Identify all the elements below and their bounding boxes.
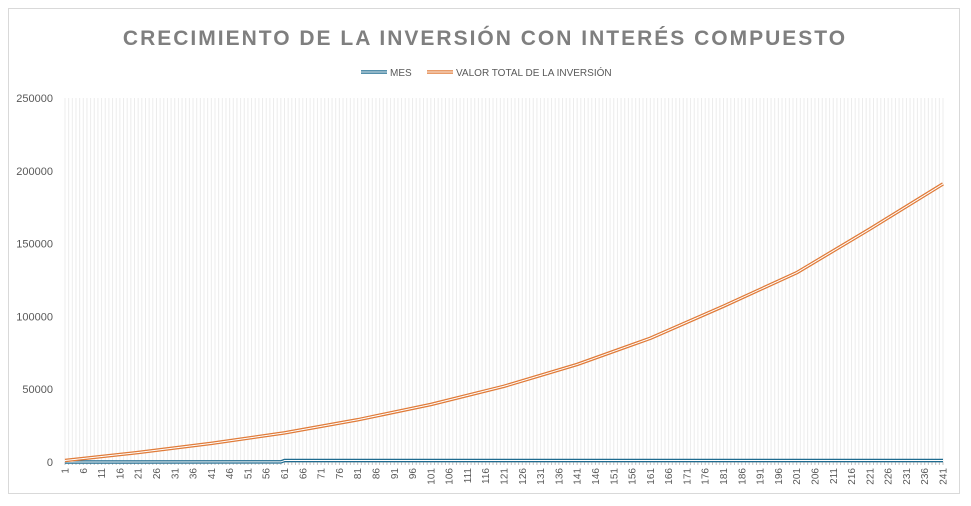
- x-tick-label: 231: [902, 468, 913, 485]
- x-tick-label: 101: [426, 468, 437, 485]
- x-tick-label: 221: [865, 468, 876, 485]
- y-axis: 0 50000 100000 150000 200000 250000: [16, 93, 53, 469]
- x-tick-label: 1: [61, 468, 72, 474]
- x-tick-label: 81: [353, 468, 364, 480]
- x-tick-label: 21: [134, 468, 145, 480]
- chart-svg: CRECIMIENTO DE LA INVERSIÓN CON INTERÉS …: [16, 26, 950, 485]
- x-tick-label: 41: [207, 468, 218, 480]
- x-tick-label: 196: [774, 468, 785, 485]
- x-tick-label: 126: [518, 468, 529, 485]
- legend-item-mes: MES: [361, 68, 412, 79]
- x-tick-label: 241: [939, 468, 950, 485]
- x-tick-label: 161: [646, 468, 657, 485]
- x-tick-label: 171: [682, 468, 693, 485]
- y-tick-label: 250000: [16, 93, 53, 105]
- x-tick-label: 201: [792, 468, 803, 485]
- x-axis: 1 6 11 16 21 26 31 36 41 46 51 56 61 66 71 76 81 86 91 96 10…: [61, 461, 950, 485]
- x-tick-label: 216: [847, 468, 858, 485]
- x-tick-label: 156: [628, 468, 639, 485]
- x-tick-label: 131: [536, 468, 547, 485]
- y-tick-label: 0: [47, 457, 53, 469]
- gridlines: [64, 98, 944, 462]
- x-tick-label: 151: [609, 468, 620, 485]
- x-tick-label: 76: [335, 468, 346, 480]
- x-tick-label: 141: [573, 468, 584, 485]
- x-tick-label: 46: [225, 468, 236, 480]
- y-tick-label: 50000: [22, 384, 53, 396]
- x-tick-label: 146: [591, 468, 602, 485]
- x-tick-label: 226: [884, 468, 895, 485]
- chart-legend: MES VALOR TOTAL DE LA INVERSIÓN: [361, 66, 612, 79]
- x-tick-label: 6: [79, 468, 90, 474]
- x-tick-label: 116: [481, 468, 492, 484]
- x-tick-label: 16: [115, 468, 126, 480]
- y-tick-label: 150000: [16, 239, 53, 251]
- x-tick-label: 136: [554, 468, 565, 485]
- x-tick-label: 26: [152, 468, 163, 480]
- x-tick-label: 71: [317, 468, 328, 480]
- x-tick-label: 36: [189, 468, 200, 480]
- x-tick-label: 56: [262, 468, 273, 480]
- x-tick-label: 121: [500, 468, 511, 485]
- legend-item-valor-total: VALOR TOTAL DE LA INVERSIÓN: [427, 66, 612, 79]
- series-line-valor-total-core: [64, 183, 944, 462]
- x-tick-label: 186: [737, 468, 748, 485]
- x-tick-label: 191: [756, 468, 767, 485]
- x-tick-label: 86: [371, 468, 382, 480]
- x-tick-label: 61: [280, 468, 291, 480]
- y-tick-label: 200000: [16, 166, 53, 178]
- x-tick-label: 106: [445, 468, 456, 485]
- x-tick-label: 181: [719, 468, 730, 485]
- x-tick-label: 206: [810, 468, 821, 485]
- x-tick-label: 51: [243, 468, 254, 480]
- y-tick-label: 100000: [16, 311, 53, 323]
- legend-label-mes: MES: [390, 68, 412, 79]
- x-tick-label: 11: [97, 468, 108, 479]
- chart-frame: CRECIMIENTO DE LA INVERSIÓN CON INTERÉS …: [8, 8, 960, 494]
- legend-label-valor-total: VALOR TOTAL DE LA INVERSIÓN: [456, 66, 612, 79]
- series-line-mes-core: [64, 460, 943, 463]
- x-tick-label: 166: [664, 468, 675, 485]
- x-tick-label: 91: [390, 468, 401, 480]
- x-tick-label: 31: [170, 468, 181, 480]
- x-tick-label: 211: [829, 468, 840, 484]
- chart-title: CRECIMIENTO DE LA INVERSIÓN CON INTERÉS …: [123, 26, 847, 50]
- x-tick-label: 176: [701, 468, 712, 485]
- x-tick-label: 236: [920, 468, 931, 485]
- x-tick-label: 66: [298, 468, 309, 480]
- x-tick-label: 96: [408, 468, 419, 480]
- plot-lines: [64, 182, 944, 464]
- x-tick-label: 111: [463, 468, 474, 484]
